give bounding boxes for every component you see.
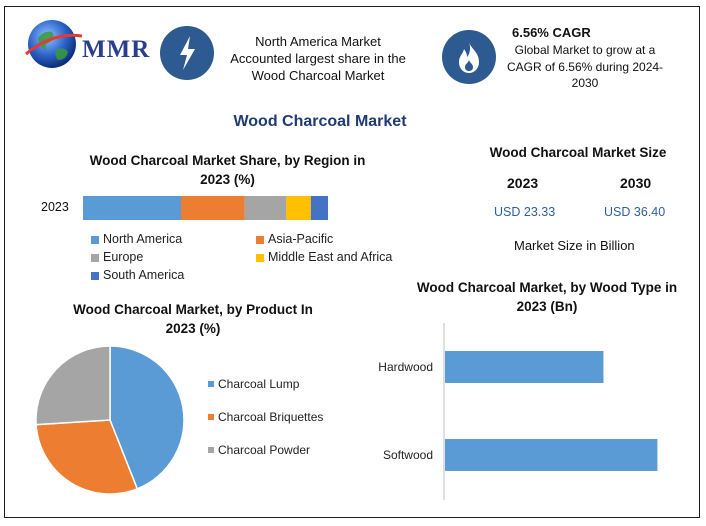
info1-line: Accounted largest share in the	[230, 51, 406, 66]
legend-label-charcoal-lump: Charcoal Lump	[218, 377, 300, 391]
wood-type-bar-softwood	[445, 439, 658, 471]
main-title: Wood Charcoal Market	[233, 113, 407, 130]
region-bar-segment-europe	[244, 196, 287, 220]
region-chart-title: Wood Charcoal Market Share, by Region in…	[89, 153, 366, 187]
info1-line: North America Market	[255, 34, 381, 49]
legend-label-charcoal-briquettes: Charcoal Briquettes	[218, 410, 324, 424]
logo-text: MMR	[82, 36, 151, 63]
legend-label-europe: Europe	[103, 250, 144, 264]
region-bar-segment-middle-east-africa	[286, 196, 311, 220]
legend-swatch-charcoal-powder	[208, 447, 214, 453]
legend-swatch-asia-pacific	[256, 236, 264, 244]
legend-label-charcoal-powder: Charcoal Powder	[218, 443, 311, 457]
region-bar-segment-south-america	[310, 196, 328, 220]
info2-line: 2030	[571, 76, 599, 90]
pie-slice-charcoal-briquettes	[35, 419, 139, 495]
wood-type-bar-chart: Hardwood Softwood	[378, 323, 658, 500]
legend-swatch-charcoal-briquettes	[208, 414, 214, 420]
legend-swatch-south-america	[91, 272, 99, 280]
legend-swatch-charcoal-lump	[208, 381, 214, 387]
legend-swatch-north-america	[91, 236, 99, 244]
info2-line: CAGR of 6.56% during 2024-	[506, 59, 664, 74]
legend-label-middle-east-africa: Middle East and Africa	[268, 250, 393, 264]
info1-line: Wood Charcoal Market	[251, 68, 385, 83]
product-chart-title: Wood Charcoal Market, by Product In 2023…	[73, 302, 313, 336]
market-size-year-2023: 2023	[507, 175, 539, 191]
region-stacked-bar	[83, 196, 328, 220]
market-size-year-2030: 2030	[620, 175, 652, 191]
region-year-label: 2023	[41, 200, 69, 214]
product-pie-chart	[35, 345, 185, 495]
wood-type-label-hardwood: Hardwood	[378, 360, 433, 374]
lightning-icon	[160, 26, 214, 80]
wood-type-label-softwood: Softwood	[383, 448, 433, 462]
legend-swatch-europe	[91, 254, 99, 262]
north-america-info: North America Market Accounted largest s…	[218, 33, 418, 84]
market-size-title: Wood Charcoal Market Size	[489, 145, 667, 160]
market-size-value-2030: USD 36.40	[604, 205, 666, 219]
pie-slice-charcoal-powder	[35, 345, 111, 426]
market-size-value-2023: USD 23.33	[494, 205, 556, 219]
cagr-info: Global Market to grow at a CAGR of 6.56%…	[500, 42, 670, 92]
legend-label-asia-pacific: Asia-Pacific	[268, 232, 334, 246]
flame-icon	[442, 30, 496, 84]
cagr-title: 6.56% CAGR	[512, 25, 591, 40]
wood-type-chart-title: Wood Charcoal Market, by Wood Type in 20…	[416, 280, 678, 314]
wood-type-bar-hardwood	[445, 351, 604, 383]
market-size-unit-note: Market Size in Billion	[514, 238, 635, 253]
infographic-frame	[4, 6, 700, 518]
info2-line: Global Market to grow at a	[514, 43, 656, 57]
legend-label-south-america: South America	[103, 268, 185, 282]
region-bar-segment-asia-pacific	[181, 196, 245, 220]
legend-swatch-middle-east-africa	[256, 254, 264, 262]
legend-label-north-america: North America	[103, 232, 183, 246]
region-bar-segment-north-america	[83, 196, 181, 220]
pie-slice-charcoal-lump	[109, 345, 185, 490]
globe-icon	[25, 20, 83, 68]
